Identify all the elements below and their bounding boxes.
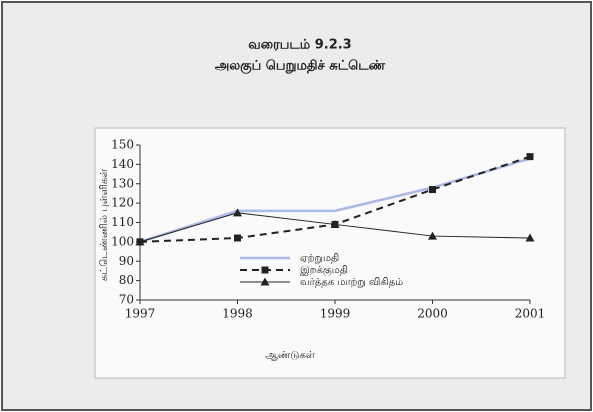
x-tick-label: 1997 xyxy=(125,307,156,321)
point xyxy=(233,208,242,217)
y-tick-label: 150 xyxy=(111,138,134,152)
x-tick-label: 1999 xyxy=(320,307,351,321)
y-tick-label: 90 xyxy=(119,254,134,268)
y-tick-label: 140 xyxy=(111,157,134,171)
point xyxy=(260,277,270,286)
point xyxy=(428,231,437,240)
legend-label: வர்த்தக மாற்று விகிதம் xyxy=(300,277,403,288)
y-tick-label: 70 xyxy=(119,293,134,307)
y-tick-label: 130 xyxy=(111,176,134,190)
y-tick-label: 100 xyxy=(111,234,134,248)
plot-panel xyxy=(94,127,566,379)
y-tick-label: 110 xyxy=(111,215,134,229)
chart-subtitle: அலகுப் பெறுமதிச் சுட்டெண் xyxy=(215,59,386,74)
point xyxy=(525,233,535,242)
x-tick-label: 2001 xyxy=(515,307,546,321)
series-line xyxy=(139,157,531,244)
point xyxy=(429,186,436,194)
x-tick-label: 2000 xyxy=(417,307,448,321)
legend-label: ஏற்றுமதி xyxy=(300,253,339,264)
y-tick-label: 80 xyxy=(119,273,134,287)
legend-label: இறக்குமதி xyxy=(300,265,348,277)
x-axis-label: ஆண்டுகள் xyxy=(265,350,315,361)
chart-title: வரைபடம் 9.2.3 xyxy=(248,38,351,53)
point xyxy=(135,237,145,246)
point xyxy=(261,266,269,274)
x-tick-label: 1998 xyxy=(222,307,253,321)
point xyxy=(526,153,534,161)
point xyxy=(330,219,340,228)
y-tick-label: 120 xyxy=(111,196,134,210)
y-axis-label: சுட்டெண்ணில் புள்ளிகள் xyxy=(99,169,110,281)
point xyxy=(234,234,241,242)
